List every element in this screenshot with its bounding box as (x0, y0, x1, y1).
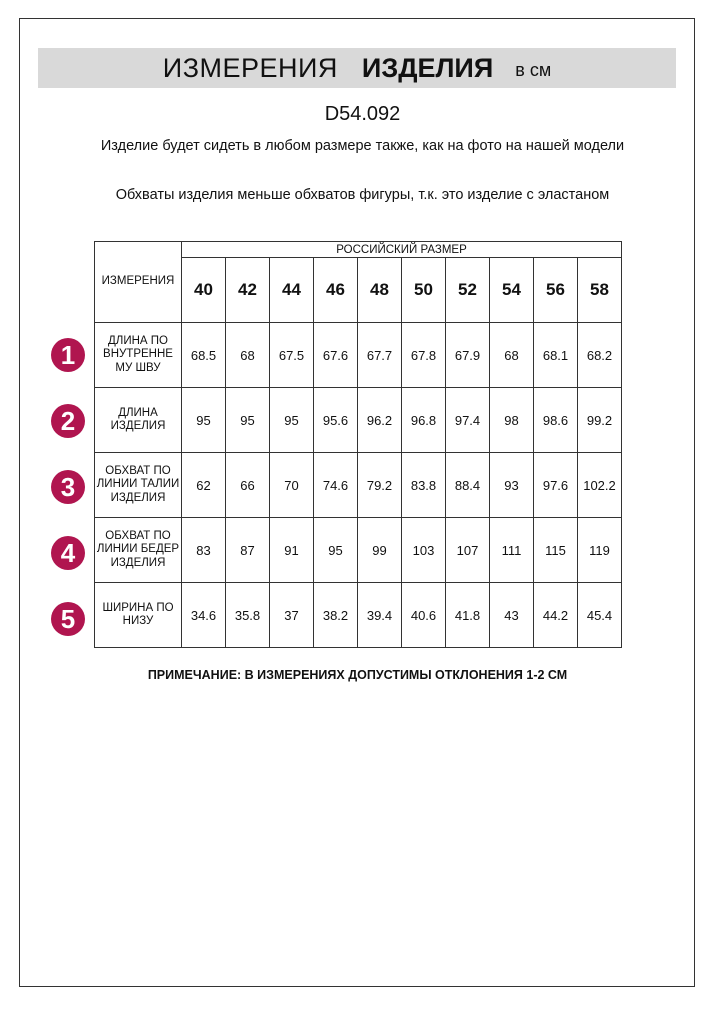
value-cell: 37 (269, 582, 314, 648)
table-row: ШИРИНА ПО НИЗУ 34.6 35.8 37 38.2 39.4 40.6 41.8… (94, 582, 622, 648)
value-cell: 102.2 (577, 452, 622, 518)
value-cell: 96.8 (401, 387, 446, 453)
size-table: ИЗМЕРЕНИЯ РОССИЙСКИЙ РАЗМЕР 40 42 44 46 48 50… (94, 241, 622, 648)
value-cell: 119 (577, 517, 622, 583)
size-header: 54 (489, 257, 534, 323)
size-header: 42 (225, 257, 270, 323)
value-cell: 68.2 (577, 322, 622, 388)
row-label: ДЛИНА ПО ВНУТРЕННЕ МУ ШВУ (94, 322, 182, 388)
value-cell: 79.2 (357, 452, 402, 518)
size-header: 46 (313, 257, 358, 323)
value-cell: 96.2 (357, 387, 402, 453)
row-number-badge: 4 (51, 536, 85, 570)
value-cell: 68.1 (533, 322, 578, 388)
note-fit: Изделие будет сидеть в любом размере так… (100, 138, 625, 154)
value-cell: 83.8 (401, 452, 446, 518)
size-row: 40 42 44 46 48 50 52 54 56 58 (95, 257, 622, 323)
value-cell: 103 (401, 517, 446, 583)
size-header: 56 (533, 257, 578, 323)
value-cell: 68 (225, 322, 270, 388)
value-cell: 97.6 (533, 452, 578, 518)
value-cell: 97.4 (445, 387, 490, 453)
value-cell: 67.8 (401, 322, 446, 388)
page-frame (19, 18, 695, 987)
value-cell: 44.2 (533, 582, 578, 648)
note-elastane: Обхваты изделия меньше обхватов фигуры, … (115, 187, 610, 203)
value-cell: 41.8 (445, 582, 490, 648)
row-label: ШИРИНА ПО НИЗУ (94, 582, 182, 648)
value-cell: 111 (489, 517, 534, 583)
value-cell: 39.4 (357, 582, 402, 648)
footnote: ПРИМЕЧАНИЕ: В ИЗМЕРЕНИЯХ ДОПУСТИМЫ ОТКЛО… (147, 668, 568, 682)
value-cell: 67.6 (313, 322, 358, 388)
value-cell: 34.6 (181, 582, 226, 648)
value-cell: 68.5 (181, 322, 226, 388)
value-cell: 70 (269, 452, 314, 518)
value-cell: 67.9 (445, 322, 490, 388)
row-number-badge: 2 (51, 404, 85, 438)
value-cell: 38.2 (313, 582, 358, 648)
value-cell: 62 (181, 452, 226, 518)
title-part1: ИЗМЕРЕНИЯ (162, 52, 338, 83)
value-cell: 88.4 (445, 452, 490, 518)
size-header: 58 (577, 257, 622, 323)
table-row: ОБХВАТ ПО ЛИНИИ БЕДЕР ИЗДЕЛИЯ 83 87 91 95 99 1… (94, 517, 622, 583)
table-row: ДЛИНА ПО ВНУТРЕННЕ МУ ШВУ 68.5 68 67.5 67.6 6… (94, 322, 622, 388)
value-cell: 107 (445, 517, 490, 583)
value-cell: 98 (489, 387, 534, 453)
value-cell: 87 (225, 517, 270, 583)
title-unit: в см (515, 59, 552, 80)
value-cell: 35.8 (225, 582, 270, 648)
value-cell: 99 (357, 517, 402, 583)
value-cell: 98.6 (533, 387, 578, 453)
size-header: 40 (181, 257, 226, 323)
value-cell: 67.7 (357, 322, 402, 388)
corner-label: ИЗМЕРЕНИЯ (94, 241, 182, 323)
value-cell: 74.6 (313, 452, 358, 518)
value-cell: 83 (181, 517, 226, 583)
value-cell: 95 (269, 387, 314, 453)
value-cell: 67.5 (269, 322, 314, 388)
value-cell: 40.6 (401, 582, 446, 648)
group-header: РОССИЙСКИЙ РАЗМЕР (181, 241, 622, 258)
table-row: ОБХВАТ ПО ЛИНИИ ТАЛИИ ИЗДЕЛИЯ 62 66 70 74.6 7… (94, 452, 622, 518)
value-cell: 95 (313, 517, 358, 583)
value-cell: 95 (181, 387, 226, 453)
title-bar: ИЗМЕРЕНИЯ ИЗДЕЛИЯ в см (38, 48, 676, 88)
size-header: 52 (445, 257, 490, 323)
article-code: D54.092 (324, 103, 401, 125)
value-cell: 95.6 (313, 387, 358, 453)
value-cell: 66 (225, 452, 270, 518)
row-number-badge: 3 (51, 470, 85, 504)
value-cell: 45.4 (577, 582, 622, 648)
title-part2: ИЗДЕЛИЯ (361, 52, 494, 83)
table-row: ДЛИНА ИЗДЕЛИЯ 95 95 95 95.6 96.2 96.8 97.4 98 98.… (94, 387, 622, 453)
value-cell: 43 (489, 582, 534, 648)
row-number-badge: 5 (51, 602, 85, 636)
row-label: ОБХВАТ ПО ЛИНИИ ТАЛИИ ИЗДЕЛИЯ (94, 452, 182, 518)
size-header: 48 (357, 257, 402, 323)
value-cell: 91 (269, 517, 314, 583)
size-header: 50 (401, 257, 446, 323)
row-label: ДЛИНА ИЗДЕЛИЯ (94, 387, 182, 453)
value-cell: 115 (533, 517, 578, 583)
value-cell: 93 (489, 452, 534, 518)
value-cell: 68 (489, 322, 534, 388)
value-cell: 95 (225, 387, 270, 453)
row-number-badge: 1 (51, 338, 85, 372)
size-header: 44 (269, 257, 314, 323)
row-label: ОБХВАТ ПО ЛИНИИ БЕДЕР ИЗДЕЛИЯ (94, 517, 182, 583)
value-cell: 99.2 (577, 387, 622, 453)
